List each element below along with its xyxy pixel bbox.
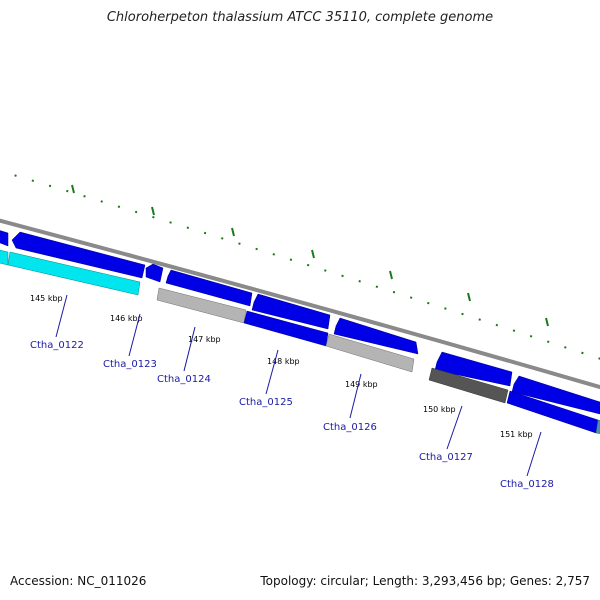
gene-label: Ctha_0125 — [239, 397, 293, 408]
gene-arrow — [251, 293, 331, 330]
scale-label: 145 kbp — [30, 294, 63, 303]
gene-label-lines — [55, 294, 542, 477]
scale-labels: 145 kbp 146 kbp 147 kbp 148 kbp 149 kbp … — [30, 294, 533, 439]
genome-summary-text: Topology: circular; Length: 3,293,456 bp… — [260, 574, 590, 588]
gene-label: Ctha_0123 — [103, 359, 157, 370]
gene-label: Ctha_0122 — [30, 340, 84, 351]
scale-label: 148 kbp — [267, 357, 300, 366]
map-title: Chloroherpeton thalassium ATCC 35110, co… — [106, 10, 494, 25]
gene-label: Ctha_0124 — [157, 374, 211, 385]
gene-label: Ctha_0128 — [500, 479, 554, 490]
gene-teal — [595, 419, 600, 434]
gene-cyan — [0, 249, 9, 266]
gene-labels: Ctha_0122 Ctha_0123 Ctha_0124 Ctha_0125 … — [30, 340, 554, 490]
scale-label: 149 kbp — [345, 380, 378, 389]
gene-arrow — [145, 263, 164, 283]
gene-arrow — [434, 351, 513, 387]
gene-label: Ctha_0126 — [323, 422, 377, 433]
gene-arrow — [511, 375, 600, 415]
gene-cyan — [7, 251, 141, 296]
scale-label: 146 kbp — [110, 314, 143, 323]
major-tick-marks — [71, 184, 549, 327]
gene-arrow — [0, 230, 9, 247]
gene-label: Ctha_0127 — [419, 452, 473, 463]
reverse-genes — [0, 249, 600, 434]
gene-arrow — [333, 317, 419, 355]
forward-genes — [0, 230, 600, 415]
gene-arrow — [165, 269, 253, 307]
scale-label: 150 kbp — [423, 405, 456, 414]
gene-dark — [428, 367, 509, 404]
scale-label: 151 kbp — [500, 430, 533, 439]
scale-label: 147 kbp — [188, 335, 221, 344]
gene-gray — [325, 333, 415, 373]
accession-text: Accession: NC_011026 — [10, 574, 147, 588]
gene-arrow — [11, 231, 146, 279]
backbone-line — [0, 218, 600, 390]
